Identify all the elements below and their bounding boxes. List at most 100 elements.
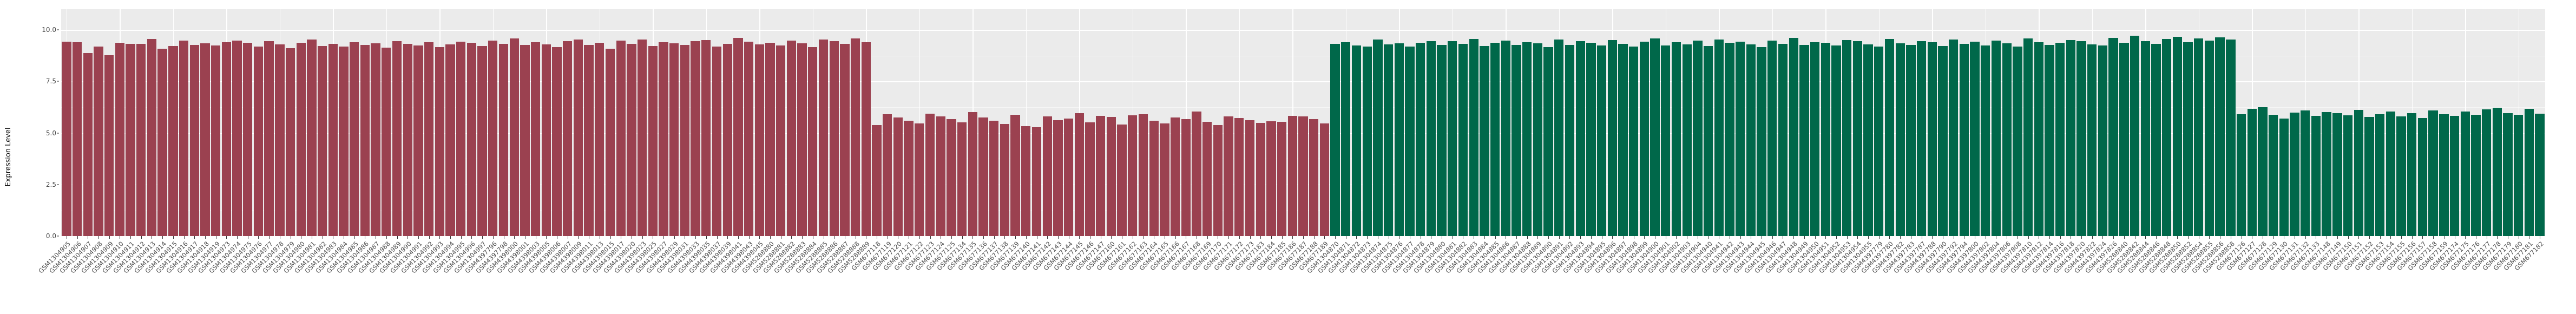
bar[interactable] [1245, 120, 1255, 236]
bar[interactable] [168, 46, 178, 236]
bar[interactable] [2503, 113, 2513, 236]
bar[interactable] [2301, 110, 2310, 236]
bar[interactable] [1895, 43, 1905, 236]
bar[interactable] [915, 123, 924, 236]
bar[interactable] [1096, 115, 1106, 236]
bar[interactable] [925, 114, 935, 236]
bar[interactable] [2194, 38, 2204, 236]
bar[interactable] [1426, 41, 1436, 236]
bar[interactable] [2332, 113, 2342, 236]
bar[interactable] [2247, 108, 2257, 236]
bar[interactable] [1757, 47, 1766, 236]
bar[interactable] [1789, 38, 1798, 236]
bar[interactable] [669, 43, 679, 236]
bar[interactable] [808, 47, 818, 236]
bar[interactable] [1224, 116, 1233, 236]
bar[interactable] [1063, 118, 1074, 236]
bar[interactable] [2055, 43, 2065, 236]
bar[interactable] [2013, 46, 2022, 236]
bar[interactable] [1128, 115, 1138, 236]
bar[interactable] [1053, 120, 1063, 236]
bar[interactable] [62, 41, 71, 236]
bar[interactable] [1884, 38, 1895, 236]
bar[interactable] [2375, 114, 2385, 236]
bar[interactable] [595, 43, 604, 236]
bar[interactable] [893, 117, 903, 236]
bar[interactable] [2290, 112, 2299, 236]
bar[interactable] [680, 44, 690, 236]
bar[interactable] [1821, 43, 1830, 236]
bar[interactable] [637, 39, 647, 236]
bar[interactable] [1383, 44, 1394, 236]
bar[interactable] [339, 46, 349, 236]
bar[interactable] [829, 41, 839, 236]
bar[interactable] [1703, 46, 1713, 236]
bar[interactable] [1650, 38, 1660, 236]
bar[interactable] [1021, 126, 1031, 236]
bar[interactable] [136, 44, 146, 236]
bar[interactable] [957, 122, 967, 236]
bar[interactable] [936, 116, 945, 236]
bar[interactable] [786, 41, 797, 236]
bar[interactable] [616, 41, 626, 236]
bar[interactable] [2002, 43, 2012, 236]
bar[interactable] [2204, 40, 2214, 236]
bar[interactable] [1906, 44, 1916, 236]
bar[interactable] [883, 114, 892, 236]
bar[interactable] [1405, 46, 1415, 236]
bar[interactable] [1117, 124, 1127, 236]
bar[interactable] [1607, 40, 1617, 236]
bar[interactable] [1959, 44, 1969, 236]
bar[interactable] [947, 119, 956, 236]
bar[interactable] [1852, 41, 1863, 236]
bar[interactable] [1661, 45, 1671, 236]
bar[interactable] [2417, 117, 2428, 236]
bar[interactable] [818, 40, 829, 236]
bar[interactable] [147, 38, 157, 236]
bar[interactable] [509, 38, 519, 236]
bar[interactable] [1736, 41, 1745, 236]
bar[interactable] [2161, 39, 2172, 236]
bar[interactable] [2514, 115, 2524, 236]
bar[interactable] [2535, 113, 2545, 236]
bar[interactable] [1437, 44, 1447, 236]
bar[interactable] [2087, 44, 2097, 236]
bar[interactable] [861, 42, 871, 236]
bar[interactable] [1149, 121, 1159, 236]
bar[interactable] [1927, 42, 1937, 236]
bar[interactable] [605, 48, 615, 236]
bar[interactable] [2481, 109, 2492, 236]
bar[interactable] [94, 46, 103, 236]
bar[interactable] [520, 45, 530, 236]
bar[interactable] [1863, 44, 1873, 236]
bar[interactable] [733, 38, 743, 236]
bar[interactable] [701, 40, 711, 236]
bar[interactable] [1693, 41, 1703, 236]
bar[interactable] [2066, 40, 2076, 236]
bar[interactable] [403, 44, 412, 236]
bar[interactable] [2396, 116, 2406, 236]
bar[interactable] [1202, 121, 1212, 236]
bar[interactable] [2279, 118, 2289, 236]
bar[interactable] [1138, 114, 1148, 236]
bar[interactable] [1394, 43, 1404, 236]
bar[interactable] [1031, 127, 1042, 236]
bar[interactable] [904, 120, 914, 236]
bar[interactable] [1799, 45, 1809, 236]
bar[interactable] [1074, 113, 1084, 236]
bar[interactable] [1000, 123, 1010, 236]
bar[interactable] [1831, 45, 1841, 236]
bar[interactable] [285, 48, 295, 236]
bar[interactable] [872, 125, 882, 236]
bar[interactable] [989, 121, 999, 236]
bar[interactable] [1874, 47, 1884, 236]
bar[interactable] [1554, 40, 1564, 236]
bar[interactable] [83, 53, 93, 236]
bar[interactable] [1234, 118, 1244, 236]
bar[interactable] [1810, 42, 1820, 236]
bar[interactable] [552, 47, 562, 236]
bar[interactable] [1480, 45, 1489, 236]
bar[interactable] [1778, 43, 1788, 236]
bar[interactable] [424, 42, 434, 236]
bar[interactable] [1309, 119, 1319, 236]
